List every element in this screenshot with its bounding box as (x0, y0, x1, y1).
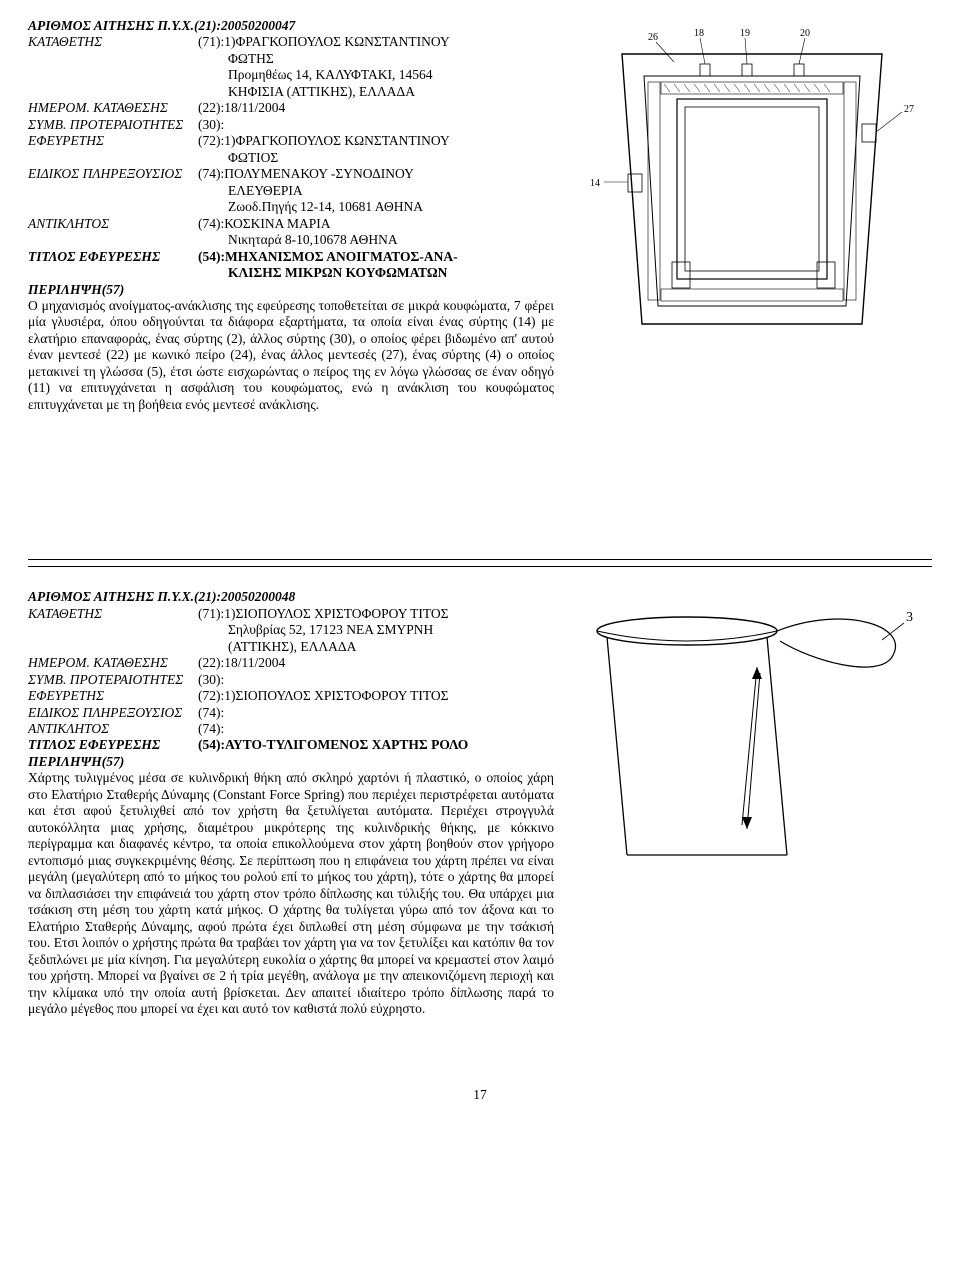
applicant-value-l3: Προμηθέως 14, ΚΑΛΥΦΤΑΚΙ, 14564 (28, 67, 554, 83)
fig-label-20: 20 (800, 28, 810, 39)
roll-map-drawing: 3 (582, 595, 922, 885)
applicant-value-l2: ΦΩΤΗΣ (28, 51, 554, 67)
repr-value: (74): (198, 721, 554, 737)
abstract-label: ΠΕΡΙΛΗΨΗ(57) (28, 282, 554, 298)
separator-rule-2 (28, 566, 932, 567)
inventor-label: ΕΦΕΥΡΕΤΗΣ (28, 133, 198, 149)
agent-value-l1: (74):ΠΟΛΥΜΕΝΑΚΟΥ -ΣΥΝΟΔΙΝΟΥ (198, 166, 554, 182)
abstract-text: Ο μηχανισμός ανοίγματος-ανάκλισης της εφ… (28, 298, 554, 413)
title-value-l1: (54):ΜΗΧΑΝΙΣΜΟΣ ΑΝΟΙΓΜΑΤΟΣ-ΑΝΑ- (198, 249, 554, 265)
repr-label: ΑΝΤΙΚΛΗΤΟΣ (28, 721, 198, 737)
abstract-label: ΠΕΡΙΛΗΨΗ(57) (28, 754, 554, 770)
applicant-value-l1: (71):1)ΣΙΟΠΟΥΛΟΣ ΧΡΙΣΤΟΦΟΡΟΥ ΤΙΤΟΣ (198, 606, 554, 622)
agent-value-l3: Ζωοδ.Πηγής 12-14, 10681 ΑΘΗΝΑ (28, 199, 554, 215)
entry2-text: ΑΡΙΘΜΟΣ ΑΙΤΗΣΗΣ Π.Υ.Χ.(21):20050200048 Κ… (28, 589, 554, 1017)
app-number-line: ΑΡΙΘΜΟΣ ΑΙΤΗΣΗΣ Π.Υ.Χ.(21):20050200048 (28, 589, 554, 605)
entry2-figure: 3 (572, 589, 932, 1017)
inventor-value: (72):1)ΣΙΟΠΟΥΛΟΣ ΧΡΙΣΤΟΦΟΡΟΥ ΤΙΤΟΣ (198, 688, 554, 704)
filedate-value: (22):18/11/2004 (198, 100, 554, 116)
fig-label-19: 19 (740, 28, 750, 39)
priority-value: (30): (198, 672, 554, 688)
window-mechanism-drawing: 18 19 20 26 27 14 (582, 24, 922, 354)
app-number-label: ΑΡΙΘΜΟΣ ΑΙΤΗΣΗΣ Π.Υ.Χ.(21): (28, 589, 221, 604)
priority-label: ΣΥΜΒ. ΠΡΟΤΕΡΑΙΟΤΗΤΕΣ (28, 672, 198, 688)
applicant-label: ΚΑΤΑΘΕΤΗΣ (28, 34, 198, 50)
applicant-value-l2: Σηλυβρίας 52, 17123 ΝΕΑ ΣΜΥΡΝΗ (28, 622, 554, 638)
filedate-value: (22):18/11/2004 (198, 655, 554, 671)
applicant-label: ΚΑΤΑΘΕΤΗΣ (28, 606, 198, 622)
priority-value: (30): (198, 117, 554, 133)
inventor-value-l2: ΦΩΤΙΟΣ (28, 150, 554, 166)
fig-label-3: 3 (906, 610, 913, 625)
app-number-value: 20050200047 (221, 18, 295, 33)
inventor-label: ΕΦΕΥΡΕΤΗΣ (28, 688, 198, 704)
repr-label: ΑΝΤΙΚΛΗΤΟΣ (28, 216, 198, 232)
filedate-label: ΗΜΕΡΟΜ. ΚΑΤΑΘΕΣΗΣ (28, 100, 198, 116)
abstract-text: Χάρτης τυλιγμένος μέσα σε κυλινδρική θήκ… (28, 770, 554, 1017)
app-number-line: ΑΡΙΘΜΟΣ ΑΙΤΗΣΗΣ Π.Υ.Χ.(21):20050200047 (28, 18, 554, 34)
title-value: (54):ΑΥΤΟ-ΤΥΛΙΓΟΜΕΝΟΣ ΧΑΡΤΗΣ ΡΟΛΟ (198, 737, 554, 753)
title-label: ΤΙΤΛΟΣ ΕΦΕΥΡΕΣΗΣ (28, 737, 198, 753)
title-value-l2: ΚΛΙΣΗΣ ΜΙΚΡΩΝ ΚΟΥΦΩΜΑΤΩΝ (28, 265, 554, 281)
page-number: 17 (28, 1087, 932, 1103)
priority-label: ΣΥΜΒ. ΠΡΟΤΕΡΑΙΟΤΗΤΕΣ (28, 117, 198, 133)
applicant-value-l3: (ΑΤΤΙΚΗΣ), ΕΛΛΑΔΑ (28, 639, 554, 655)
patent-entry-1: ΑΡΙΘΜΟΣ ΑΙΤΗΣΗΣ Π.Υ.Χ.(21):20050200047 Κ… (28, 18, 932, 413)
fig-label-26: 26 (648, 32, 658, 43)
agent-label: ΕΙΔΙΚΟΣ ΠΛΗΡΕΞΟΥΣΙΟΣ (28, 166, 198, 182)
applicant-value-l1: (71):1)ΦΡΑΓΚΟΠΟΥΛΟΣ ΚΩΝΣΤΑΝΤΙΝΟΥ (198, 34, 554, 50)
fig-label-14: 14 (590, 178, 600, 189)
fig-label-18: 18 (694, 28, 704, 39)
app-number-value: 20050200048 (221, 589, 295, 604)
agent-value: (74): (198, 705, 554, 721)
agent-label: ΕΙΔΙΚΟΣ ΠΛΗΡΕΞΟΥΣΙΟΣ (28, 705, 198, 721)
separator-rule-1 (28, 559, 932, 560)
entry1-figure: 18 19 20 26 27 14 (572, 18, 932, 413)
applicant-value-l4: ΚΗΦΙΣΙΑ (ΑΤΤΙΚΗΣ), ΕΛΛΑΔΑ (28, 84, 554, 100)
app-number-label: ΑΡΙΘΜΟΣ ΑΙΤΗΣΗΣ Π.Υ.Χ.(21): (28, 18, 221, 33)
fig-label-27: 27 (904, 104, 914, 115)
title-label: ΤΙΤΛΟΣ ΕΦΕΥΡΕΣΗΣ (28, 249, 198, 265)
repr-value-l1: (74):ΚΟΣΚΙΝΑ ΜΑΡΙΑ (198, 216, 554, 232)
filedate-label: ΗΜΕΡΟΜ. ΚΑΤΑΘΕΣΗΣ (28, 655, 198, 671)
agent-value-l2: ΕΛΕΥΘΕΡΙΑ (28, 183, 554, 199)
inventor-value-l1: (72):1)ΦΡΑΓΚΟΠΟΥΛΟΣ ΚΩΝΣΤΑΝΤΙΝΟΥ (198, 133, 554, 149)
patent-entry-2: ΑΡΙΘΜΟΣ ΑΙΤΗΣΗΣ Π.Υ.Χ.(21):20050200048 Κ… (28, 589, 932, 1017)
repr-value-l2: Νικηταρά 8-10,10678 ΑΘΗΝΑ (28, 232, 554, 248)
entry1-text: ΑΡΙΘΜΟΣ ΑΙΤΗΣΗΣ Π.Υ.Χ.(21):20050200047 Κ… (28, 18, 554, 413)
